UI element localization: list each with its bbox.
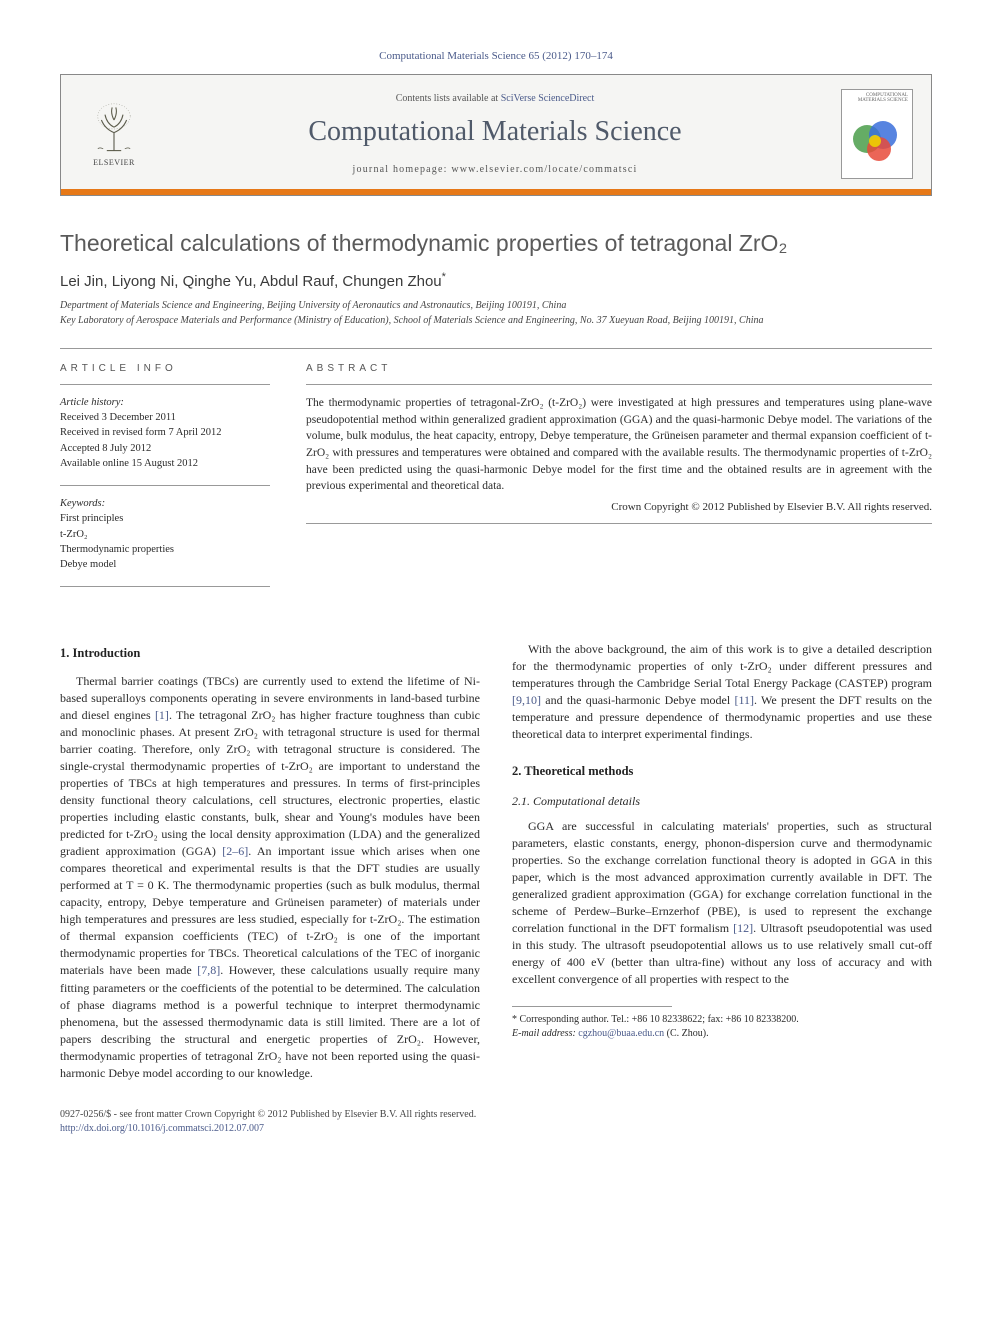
doi-link[interactable]: http://dx.doi.org/10.1016/j.commatsci.20…	[60, 1123, 264, 1134]
divider	[60, 586, 270, 587]
section-2-heading: 2. Theoretical methods	[512, 763, 932, 781]
article-info-label: ARTICLE INFO	[60, 363, 270, 374]
citation-ref[interactable]: [2–6]	[222, 844, 248, 858]
header-accent-bar	[61, 189, 931, 195]
text: . An important issue which arises when o…	[60, 844, 480, 977]
text: . However, these calculations usually re…	[60, 963, 480, 1079]
divider	[306, 384, 932, 385]
section-1-heading: 1. Introduction	[60, 645, 480, 663]
section-2-1-heading: 2.1. Computational details	[512, 793, 932, 810]
keywords-header: Keywords:	[60, 496, 270, 511]
text: With the above background, the aim of th…	[512, 642, 932, 690]
homepage-prefix: journal homepage:	[353, 164, 452, 175]
corr-author-email-link[interactable]: cgzhou@buaa.edu.cn	[578, 1028, 664, 1039]
history-received: Received 3 December 2011	[60, 410, 270, 425]
cover-swirl-icon	[847, 111, 907, 169]
abstract-copyright: Crown Copyright © 2012 Published by Else…	[306, 501, 932, 513]
history-online: Available online 15 August 2012	[60, 456, 270, 471]
keyword: First principles	[60, 511, 270, 526]
body-paragraph: With the above background, the aim of th…	[512, 641, 932, 743]
cover-title: COMPUTATIONAL MATERIALS SCIENCE	[844, 92, 910, 104]
journal-header-box: ELSEVIER Contents lists available at Sci…	[60, 74, 932, 196]
email-label: E-mail address:	[512, 1028, 576, 1039]
citation-ref[interactable]: [7,8]	[197, 963, 220, 977]
page-footer: 0927-0256/$ - see front matter Crown Cop…	[60, 1108, 932, 1136]
elsevier-tree-icon	[87, 102, 141, 156]
publisher-name: ELSEVIER	[93, 158, 135, 167]
corr-author-line: * Corresponding author. Tel.: +86 10 823…	[512, 1013, 932, 1027]
text: and the quasi-harmonic Debye model	[541, 693, 734, 707]
issn-line: 0927-0256/$ - see front matter Crown Cop…	[60, 1108, 932, 1122]
journal-title: Computational Materials Science	[149, 116, 841, 148]
history-revised: Received in revised form 7 April 2012	[60, 425, 270, 440]
article-body: 1. Introduction Thermal barrier coatings…	[60, 641, 932, 1082]
divider	[60, 384, 270, 385]
author-list: Lei Jin, Liyong Ni, Qinghe Yu, Abdul Rau…	[60, 271, 932, 290]
text: . The tetragonal ZrO₂ has higher fractur…	[60, 708, 480, 858]
contents-available-line: Contents lists available at SciVerse Sci…	[149, 93, 841, 104]
keyword: Debye model	[60, 557, 270, 572]
divider	[60, 485, 270, 486]
abstract-text: The thermodynamic properties of tetragon…	[306, 395, 932, 495]
citation-line: Computational Materials Science 65 (2012…	[60, 50, 932, 62]
corresponding-marker: *	[442, 271, 446, 283]
history-accepted: Accepted 8 July 2012	[60, 441, 270, 456]
affiliation-2: Key Laboratory of Aerospace Materials an…	[60, 313, 932, 328]
corresponding-author-note: * Corresponding author. Tel.: +86 10 823…	[512, 1013, 932, 1041]
text: GGA are successful in calculating materi…	[512, 819, 932, 935]
divider	[306, 523, 932, 524]
footnote-divider	[512, 1006, 672, 1007]
author-names: Lei Jin, Liyong Ni, Qinghe Yu, Abdul Rau…	[60, 273, 442, 290]
contents-prefix: Contents lists available at	[396, 93, 501, 104]
publisher-logo: ELSEVIER	[79, 95, 149, 173]
homepage-url: www.elsevier.com/locate/commatsci	[451, 164, 637, 175]
body-paragraph: GGA are successful in calculating materi…	[512, 818, 932, 988]
article-history-header: Article history:	[60, 395, 270, 410]
abstract-label: ABSTRACT	[306, 363, 932, 374]
article-title: Theoretical calculations of thermodynami…	[60, 230, 932, 257]
email-person: (C. Zhou).	[667, 1028, 709, 1039]
keyword: Thermodynamic properties	[60, 542, 270, 557]
citation-ref[interactable]: [1]	[155, 708, 169, 722]
homepage-line: journal homepage: www.elsevier.com/locat…	[149, 164, 841, 175]
keyword: t-ZrO₂	[60, 527, 270, 542]
citation-ref[interactable]: [11]	[734, 693, 754, 707]
body-paragraph: Thermal barrier coatings (TBCs) are curr…	[60, 673, 480, 1082]
citation-ref[interactable]: [9,10]	[512, 693, 541, 707]
affiliation-1: Department of Materials Science and Engi…	[60, 298, 932, 313]
sciverse-link[interactable]: SciVerse ScienceDirect	[501, 93, 595, 104]
affiliations: Department of Materials Science and Engi…	[60, 298, 932, 328]
journal-cover-thumbnail: COMPUTATIONAL MATERIALS SCIENCE	[841, 89, 913, 179]
citation-ref[interactable]: [12]	[733, 921, 753, 935]
